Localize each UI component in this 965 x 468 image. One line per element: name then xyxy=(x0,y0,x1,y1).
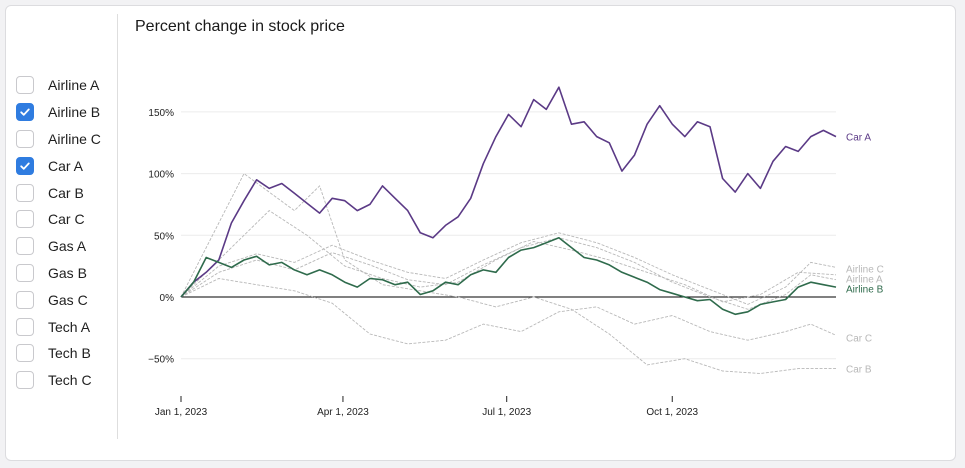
checkbox-row-tech-b[interactable]: Tech B xyxy=(16,340,126,367)
checkmark-icon xyxy=(20,162,30,170)
checkbox-row-airline-a[interactable]: Airline A xyxy=(16,72,126,99)
gridlines xyxy=(181,111,836,360)
checkbox-row-airline-b[interactable]: Airline B xyxy=(16,99,126,126)
checkbox-row-car-b[interactable]: Car B xyxy=(16,179,126,206)
checkbox-tech-b[interactable] xyxy=(16,344,34,363)
checkbox-label: Car B xyxy=(48,184,84,201)
checkbox-airline-a[interactable] xyxy=(16,76,34,95)
chart-card xyxy=(5,5,956,461)
series-label-airline-c: Airline C xyxy=(846,265,884,276)
checkbox-label: Tech C xyxy=(48,372,92,389)
checkbox-label: Tech B xyxy=(48,345,91,362)
checkbox-tech-c[interactable] xyxy=(16,371,34,390)
active-series xyxy=(180,86,837,316)
checkbox-label: Airline A xyxy=(48,77,100,94)
checkbox-label: Gas A xyxy=(48,238,87,255)
series-line-car-b xyxy=(180,172,836,374)
checkbox-label: Car A xyxy=(48,157,84,174)
checkbox-row-gas-a[interactable]: Gas A xyxy=(16,233,126,260)
series-line-car-a xyxy=(180,86,837,298)
x-tick-label: Oct 1, 2023 xyxy=(646,407,698,418)
series-line-airline-b xyxy=(180,237,837,316)
x-tick-label: Jan 1, 2023 xyxy=(155,407,208,418)
checkbox-label: Airline B xyxy=(48,104,101,121)
x-axis: Jan 1, 2023 Apr 1, 2023 Jul 1, 2023 Oct 1, … xyxy=(155,396,699,418)
checkbox-label: Gas C xyxy=(48,291,88,308)
checkbox-tech-a[interactable] xyxy=(16,317,34,336)
checkbox-gas-c[interactable] xyxy=(16,290,34,309)
sidebar-divider xyxy=(117,14,118,439)
series-label-airline-a: Airline A xyxy=(846,274,883,285)
series-line-car-c xyxy=(180,278,837,345)
checkbox-label: Tech A xyxy=(48,318,91,335)
checkbox-row-gas-b[interactable]: Gas B xyxy=(16,260,126,287)
y-tick-label: 50% xyxy=(154,231,174,242)
inactive-series xyxy=(180,172,837,374)
checkbox-car-c[interactable] xyxy=(16,210,34,229)
checkbox-car-b[interactable] xyxy=(16,183,34,202)
checkbox-row-tech-a[interactable]: Tech A xyxy=(16,313,126,340)
checkbox-row-car-a[interactable]: Car A xyxy=(16,152,126,179)
checkbox-gas-a[interactable] xyxy=(16,237,34,256)
chart-title: Percent change in stock price xyxy=(135,18,345,35)
series-label-car-b: Car B xyxy=(846,365,872,376)
x-tick-label: Apr 1, 2023 xyxy=(317,407,369,418)
checkbox-airline-c[interactable] xyxy=(16,129,34,148)
checkbox-label: Airline C xyxy=(48,130,101,147)
y-tick-label: 150% xyxy=(148,108,174,119)
checkbox-car-a[interactable] xyxy=(16,156,34,175)
y-tick-label: 0% xyxy=(160,293,175,304)
series-label-airline-b: Airline B xyxy=(846,284,884,295)
series-line-tech-a xyxy=(180,210,837,303)
checkbox-row-car-c[interactable]: Car C xyxy=(16,206,126,233)
checkbox-label: Car C xyxy=(48,211,85,228)
checkbox-row-tech-c[interactable]: Tech C xyxy=(16,367,126,394)
checkbox-gas-b[interactable] xyxy=(16,263,34,282)
checkbox-row-gas-c[interactable]: Gas C xyxy=(16,286,126,313)
series-checkbox-list: Airline A Airline B Airline C Car A Car B Car… xyxy=(16,72,126,394)
series-line-airline-c xyxy=(180,232,837,305)
y-tick-label: −50% xyxy=(148,355,174,366)
y-axis-ticks: 150% 100% 50% 0% −50% xyxy=(148,108,174,366)
checkmark-icon xyxy=(20,108,30,116)
checkbox-row-airline-c[interactable]: Airline C xyxy=(16,126,126,153)
series-label-car-a: Car A xyxy=(846,133,871,144)
series-label-car-c: Car C xyxy=(846,334,872,345)
checkbox-label: Gas B xyxy=(48,264,87,281)
x-tick-label: Jul 1, 2023 xyxy=(482,407,531,418)
y-tick-label: 100% xyxy=(148,170,174,181)
checkbox-airline-b[interactable] xyxy=(16,103,34,122)
